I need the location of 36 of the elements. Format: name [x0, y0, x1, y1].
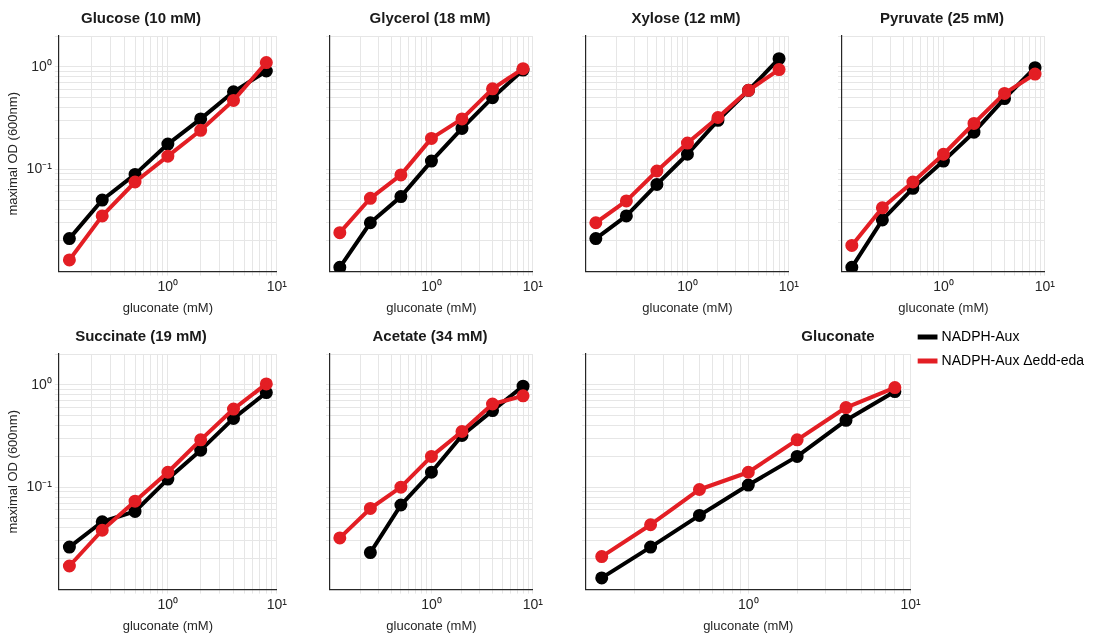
x-axis-title: gluconate (mM)	[122, 299, 214, 315]
chart-title: Gluconate	[801, 327, 875, 345]
chart-title: Glucose (10 mM)	[80, 9, 202, 27]
x-tick-label: 10¹	[266, 277, 288, 294]
y-tick-label: 10⁰	[31, 57, 52, 74]
x-tick-label: 10⁰	[933, 277, 954, 294]
x-tick-label: 10¹	[266, 595, 288, 612]
x-tick-label: 10⁰	[677, 277, 698, 294]
x-tick-label: 10⁰	[738, 595, 759, 612]
x-tick-label: 10¹	[900, 595, 922, 612]
chart-title: Xylose (12 mM)	[631, 9, 741, 27]
x-axis-title: gluconate (mM)	[122, 617, 214, 633]
x-tick-label: 10⁰	[421, 595, 442, 612]
x-axis-title: gluconate (mM)	[386, 299, 477, 315]
x-axis-title: gluconate (mM)	[898, 299, 989, 315]
y-tick-label: 10⁰	[31, 375, 52, 392]
legend-label: NADPH-Aux	[941, 327, 1020, 344]
x-axis-title: gluconate (mM)	[703, 617, 794, 633]
x-axis-title: gluconate (mM)	[642, 299, 733, 315]
y-tick-label: 10⁻¹	[26, 160, 53, 177]
x-tick-label: 10¹	[522, 277, 544, 294]
chart-title: Glycerol (18 mM)	[369, 9, 491, 27]
y-axis-title: maximal OD (600nm)	[5, 410, 21, 534]
chart-title: Pyruvate (25 mM)	[879, 9, 1005, 27]
x-tick-label: 10⁰	[157, 595, 179, 612]
y-axis-title: maximal OD (600nm)	[5, 92, 21, 216]
legend-label: NADPH-Aux Δedd-eda	[941, 351, 1085, 368]
x-tick-label: 10⁰	[421, 277, 442, 294]
chart-title: Succinate (19 mM)	[75, 327, 207, 345]
x-tick-label: 10⁰	[157, 277, 179, 294]
x-tick-label: 10¹	[1034, 277, 1056, 294]
x-axis-title: gluconate (mM)	[386, 617, 477, 633]
y-tick-label: 10⁻¹	[26, 478, 53, 495]
x-tick-label: 10¹	[522, 595, 544, 612]
chart-title: Acetate (34 mM)	[372, 327, 488, 345]
x-tick-label: 10¹	[778, 277, 800, 294]
